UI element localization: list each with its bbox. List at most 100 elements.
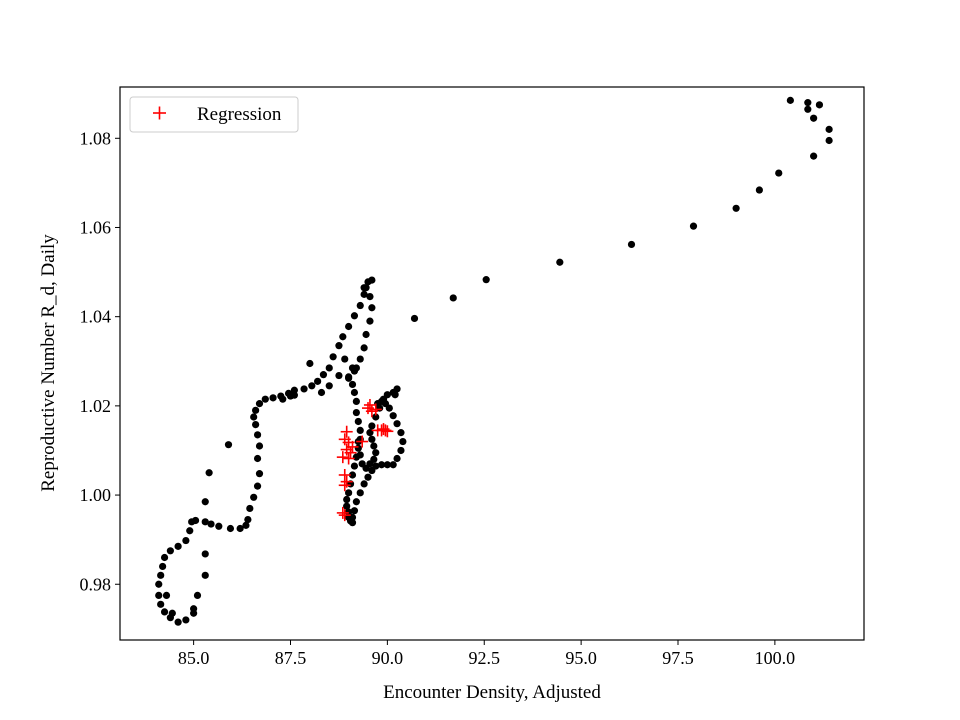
data-point [804, 99, 812, 107]
data-point [368, 304, 376, 312]
data-point [255, 442, 264, 450]
x-tick-label: 85.0 [178, 648, 210, 668]
data-point [370, 442, 378, 450]
data-point [810, 152, 818, 160]
data-point [397, 446, 405, 455]
data-point [360, 284, 368, 292]
regression-point [338, 509, 351, 522]
x-axis-ticks: 85.0 87.5 90.0 92.5 95.0 97.5 100.0 [178, 640, 795, 668]
data-point [356, 489, 364, 497]
data-point [366, 293, 374, 301]
regression-point [340, 425, 353, 438]
data-point [174, 618, 182, 626]
plot-area [120, 87, 864, 640]
data-point [279, 395, 287, 403]
data-point [205, 469, 213, 477]
regression-point [365, 405, 378, 418]
data-point [168, 609, 176, 617]
data-point [269, 394, 277, 402]
data-point [242, 521, 250, 529]
x-axis-label: Encounter Density, Adjusted [383, 682, 601, 703]
x-tick-label: 87.5 [275, 648, 307, 668]
data-point [362, 330, 370, 339]
data-point [201, 498, 209, 506]
data-point [191, 516, 200, 525]
x-tick-label: 92.5 [469, 648, 501, 668]
legend-frame [129, 96, 299, 133]
data-point [182, 536, 190, 545]
data-point [253, 482, 262, 490]
regression-point [377, 423, 390, 436]
data-point [393, 385, 401, 393]
data-point [155, 580, 163, 588]
data-point [244, 515, 252, 524]
data-point [325, 382, 333, 390]
data-point [255, 470, 264, 478]
data-point [389, 461, 397, 469]
axes-background [120, 87, 864, 640]
data-point [253, 454, 262, 463]
data-point [358, 460, 366, 468]
data-point [253, 431, 262, 439]
regression-point [336, 506, 349, 519]
data-point [325, 364, 333, 372]
data-point [732, 204, 740, 212]
data-point [159, 562, 167, 571]
data-point [224, 441, 233, 449]
data-point [155, 591, 163, 600]
regression-point [346, 440, 359, 453]
data-point [350, 507, 359, 515]
data-point [160, 553, 169, 562]
y-tick-label: 0.98 [80, 574, 112, 594]
data-point [399, 437, 407, 446]
data-point [383, 461, 391, 469]
data-point [345, 508, 353, 516]
data-point [389, 412, 397, 420]
data-point [345, 373, 353, 381]
data-point [815, 101, 824, 109]
data-point [190, 609, 198, 617]
data-point [226, 524, 235, 533]
y-tick-label: 1.06 [80, 217, 112, 237]
data-point [160, 608, 169, 616]
data-point [393, 420, 401, 428]
data-point [182, 616, 190, 624]
data-point [166, 547, 174, 555]
data-point [377, 461, 386, 469]
regression-point [356, 435, 369, 448]
data-point [364, 473, 372, 481]
x-tick-label: 97.5 [662, 648, 694, 668]
data-point [174, 542, 182, 550]
data-point [345, 322, 353, 331]
data-point [352, 498, 360, 506]
y-tick-label: 1.00 [80, 485, 112, 505]
data-point [366, 317, 374, 325]
data-point [356, 426, 364, 434]
legend-label-regression: Regression [197, 104, 282, 125]
data-point [825, 136, 833, 145]
data-point [335, 342, 343, 350]
legend-marker-plus-icon [153, 106, 166, 120]
data-point [193, 591, 202, 600]
y-tick-label: 1.04 [80, 307, 112, 327]
data-point [252, 420, 260, 429]
y-tick-label: 1.02 [80, 396, 112, 416]
data-points-layer [155, 96, 833, 626]
data-point [393, 454, 401, 463]
data-point [360, 290, 368, 298]
data-point [201, 550, 209, 558]
regression-point [379, 424, 392, 437]
data-point [356, 301, 364, 310]
y-axis-label: Reproductive Number R_d, Daily [38, 234, 59, 492]
data-point [350, 388, 359, 397]
x-tick-label: 100.0 [755, 648, 796, 668]
data-point [372, 413, 380, 421]
data-point [372, 449, 380, 457]
data-point [356, 355, 364, 363]
data-point [335, 371, 343, 380]
data-point [689, 222, 698, 230]
data-point [391, 391, 399, 399]
x-tick-label: 95.0 [565, 648, 597, 668]
data-point [250, 493, 258, 501]
